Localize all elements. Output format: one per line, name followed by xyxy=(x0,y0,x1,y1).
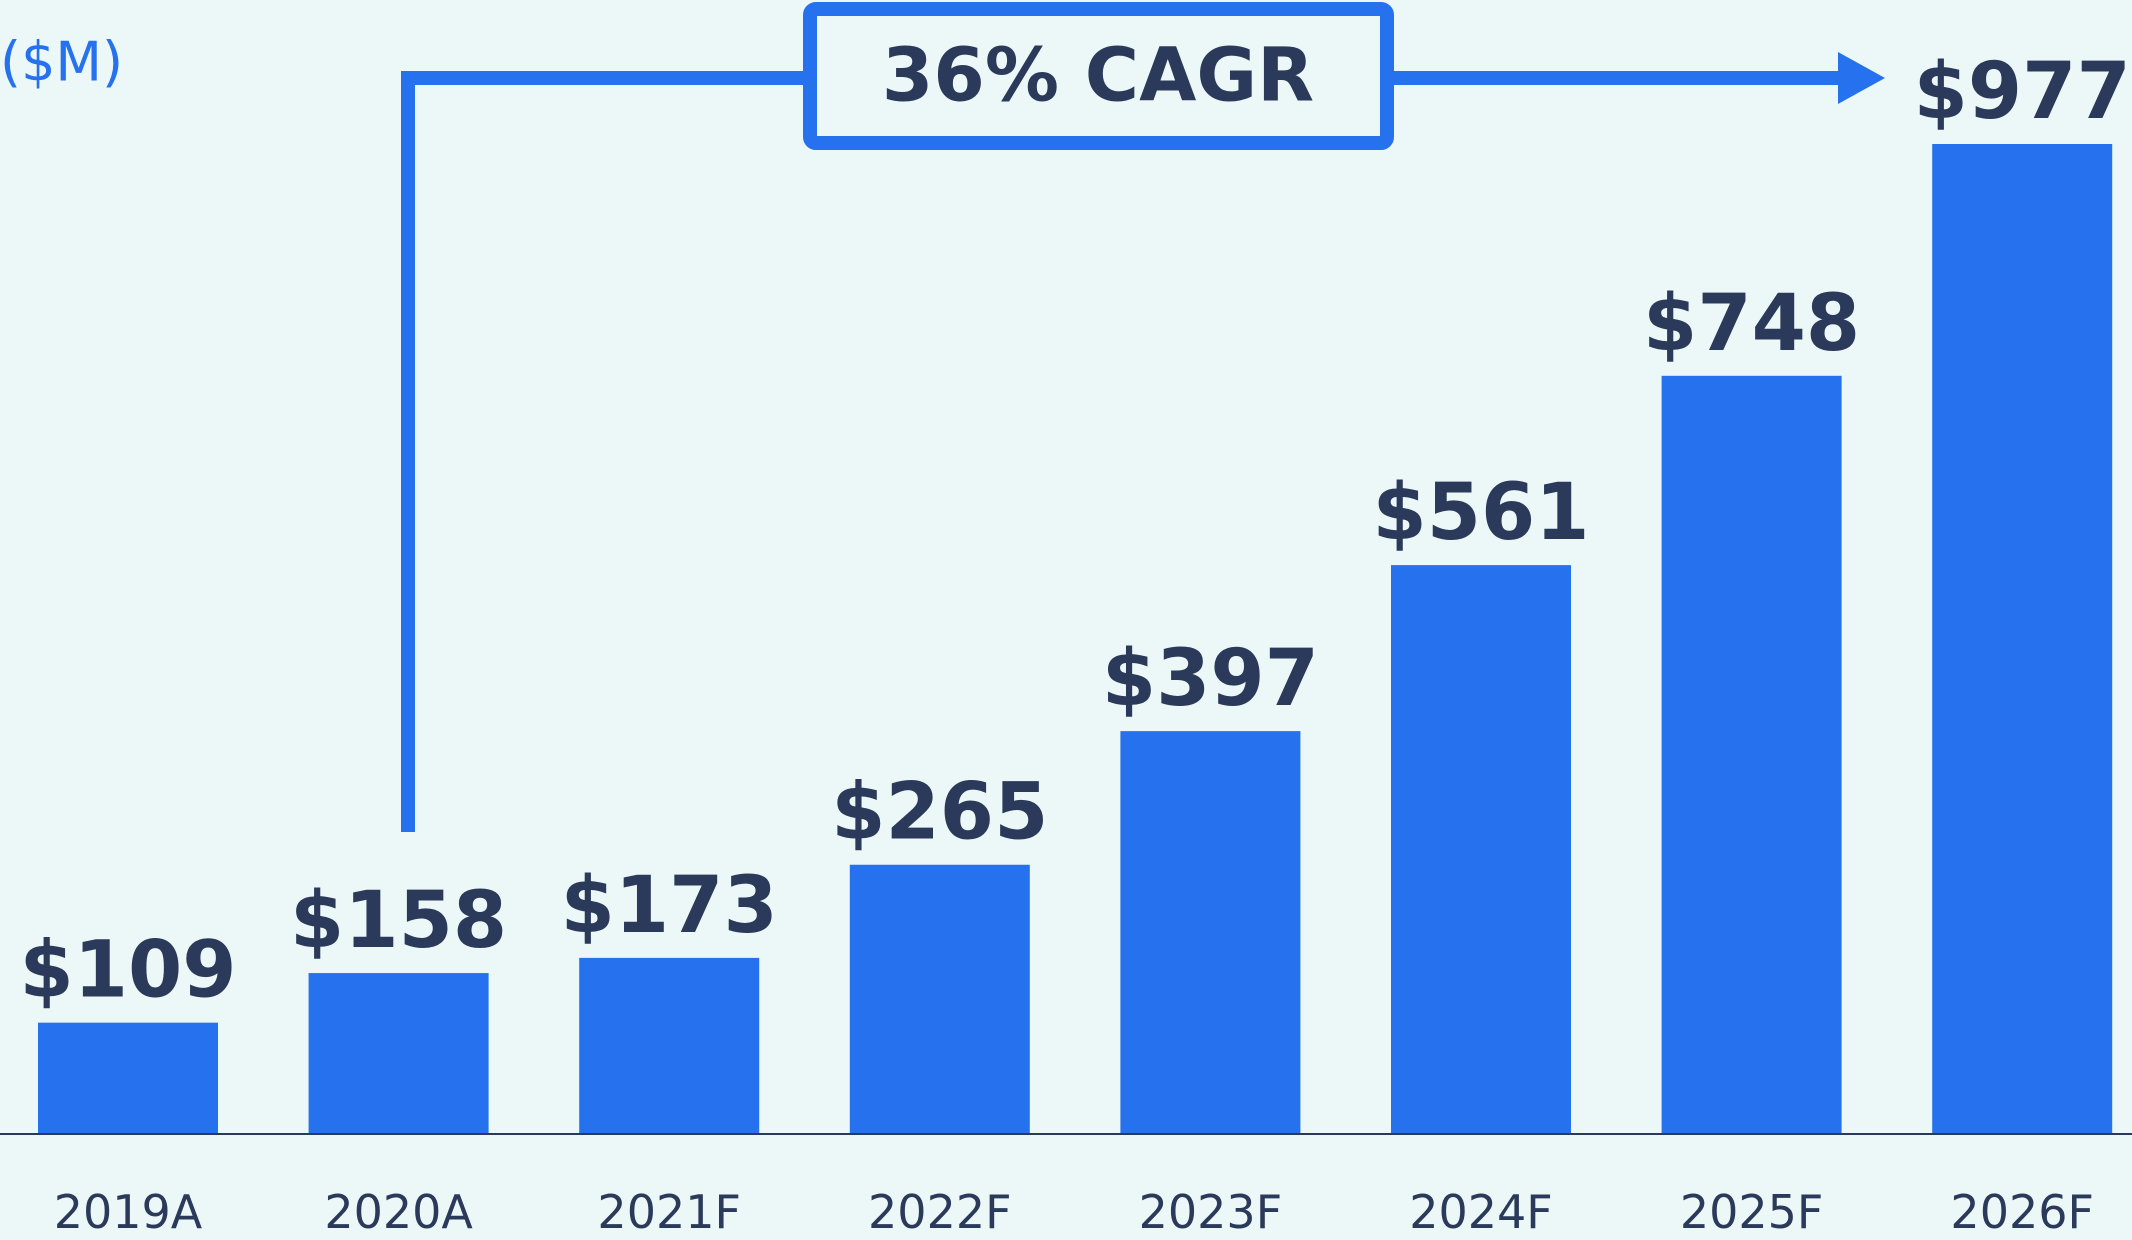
value-label: $977 xyxy=(1914,47,2131,137)
cagr-label: 36% CAGR xyxy=(882,33,1314,119)
x-tick-label: 2019A xyxy=(54,1185,203,1239)
value-label: $158 xyxy=(290,876,507,966)
unit-label: ($M) xyxy=(0,31,123,94)
cagr-arrow xyxy=(1838,52,1885,104)
bar xyxy=(1120,731,1301,1133)
bar xyxy=(579,957,760,1133)
bar xyxy=(308,973,489,1133)
value-label: $397 xyxy=(1102,634,1319,724)
cagr-box xyxy=(803,2,1394,150)
x-tick-label: 2020A xyxy=(324,1185,473,1239)
value-label: $109 xyxy=(19,926,236,1016)
value-label: $265 xyxy=(831,768,1048,858)
x-tick-label: 2024F xyxy=(1409,1185,1553,1239)
x-tick-label: 2023F xyxy=(1139,1185,1283,1239)
x-tick-label: 2026F xyxy=(1950,1185,2094,1239)
bar xyxy=(1391,565,1571,1133)
x-tick-label: 2022F xyxy=(868,1185,1012,1239)
value-label: $561 xyxy=(1372,468,1589,558)
x-tick-label: 2021F xyxy=(597,1185,741,1239)
bar xyxy=(1661,375,1842,1133)
bar xyxy=(849,864,1030,1133)
bar xyxy=(38,1022,218,1133)
cagr-line xyxy=(401,71,808,832)
value-label: $173 xyxy=(561,861,778,951)
x-tick-label: 2025F xyxy=(1680,1185,1824,1239)
bar xyxy=(1932,144,2113,1133)
value-label: $748 xyxy=(1643,279,1860,369)
